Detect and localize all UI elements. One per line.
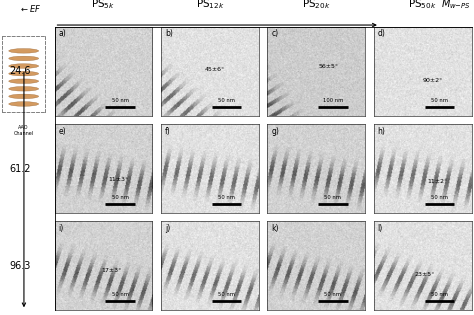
Text: 100 nm: 100 nm [323,98,343,103]
Text: 50 nm: 50 nm [324,292,341,297]
Text: 23±5°: 23±5° [415,272,435,277]
Text: h): h) [378,127,385,135]
Text: a): a) [58,29,66,38]
Text: 24.6: 24.6 [9,66,31,77]
Text: 50 nm: 50 nm [431,195,448,200]
Ellipse shape [9,64,38,68]
Ellipse shape [9,94,38,99]
Text: l): l) [378,224,383,233]
Text: 11±3°: 11±3° [109,177,128,182]
Text: AAO
Channel: AAO Channel [14,125,34,136]
Ellipse shape [9,79,38,83]
Ellipse shape [9,56,38,61]
Ellipse shape [9,72,38,76]
Ellipse shape [9,87,38,91]
Text: 50 nm: 50 nm [111,98,128,103]
Text: d): d) [378,29,385,38]
Text: 50 nm: 50 nm [324,195,341,200]
Text: 61.2: 61.2 [9,163,31,174]
Text: 11±2°: 11±2° [428,180,448,184]
Text: e): e) [58,127,66,135]
Text: 50 nm: 50 nm [431,292,448,297]
Text: 96.3: 96.3 [9,261,31,271]
Text: 50 nm: 50 nm [218,195,235,200]
Text: 50 nm: 50 nm [111,292,128,297]
Text: 50 nm: 50 nm [218,98,235,103]
Text: 45±6°: 45±6° [205,67,225,72]
Text: 50 nm: 50 nm [218,292,235,297]
Text: j): j) [165,224,170,233]
Text: 90±2°: 90±2° [423,78,443,83]
Text: g): g) [271,127,279,135]
Text: $M_{w\mathregular{-PS}}$: $M_{w\mathregular{-PS}}$ [441,0,471,11]
Text: 56±5°: 56±5° [318,65,338,69]
Ellipse shape [9,102,38,106]
Text: f): f) [165,127,171,135]
Text: 17±3°: 17±3° [101,268,122,272]
Text: $\mathregular{PS}_{20k}$: $\mathregular{PS}_{20k}$ [302,0,330,11]
Text: $\mathregular{PS}_{50k}$: $\mathregular{PS}_{50k}$ [409,0,437,11]
Text: b): b) [165,29,173,38]
Text: c): c) [271,29,278,38]
Text: $\mathregular{PS}_{12k}$: $\mathregular{PS}_{12k}$ [196,0,224,11]
Text: $\leftarrow \mathit{EF}$: $\leftarrow \mathit{EF}$ [19,3,41,14]
Ellipse shape [9,49,38,53]
Text: $\mathregular{PS}_{5k}$: $\mathregular{PS}_{5k}$ [91,0,116,11]
Text: k): k) [271,224,279,233]
Text: 50 nm: 50 nm [111,195,128,200]
Text: 50 nm: 50 nm [431,98,448,103]
Text: i): i) [58,224,64,233]
